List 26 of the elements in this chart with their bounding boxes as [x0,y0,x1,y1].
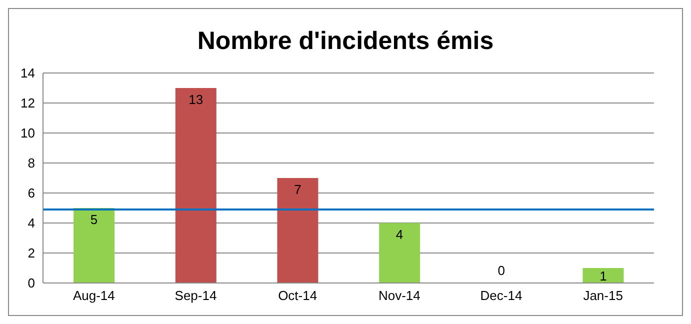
data-label: 0 [498,263,505,278]
chart-title: Nombre d'incidents émis [196,27,495,57]
x-tick-label: Nov-14 [378,288,420,304]
y-tick-label: 6 [28,186,35,201]
data-label: 4 [396,227,404,242]
y-tick-label: 12 [20,96,35,111]
x-tick-label: Jan-15 [583,288,623,304]
x-tick-label: Dec-14 [480,288,522,304]
y-tick-label: 4 [28,216,35,231]
bar [379,223,420,283]
x-tick-label: Aug-14 [72,288,115,304]
y-tick-label: 14 [20,66,35,81]
bar [277,178,318,283]
data-label: 5 [90,212,98,227]
bar [74,208,115,283]
y-tick-label: 10 [20,126,35,141]
data-label: 13 [188,92,204,107]
x-tick-label: Sep-14 [174,288,217,304]
data-label: 1 [600,268,607,284]
bar [582,268,624,283]
y-tick-label: 2 [28,246,35,261]
y-tick-label: 0 [28,276,35,291]
bar [175,88,216,283]
x-tick-label: Oct-14 [278,288,318,304]
data-label: 7 [294,182,302,197]
y-tick-label: 8 [28,156,35,171]
